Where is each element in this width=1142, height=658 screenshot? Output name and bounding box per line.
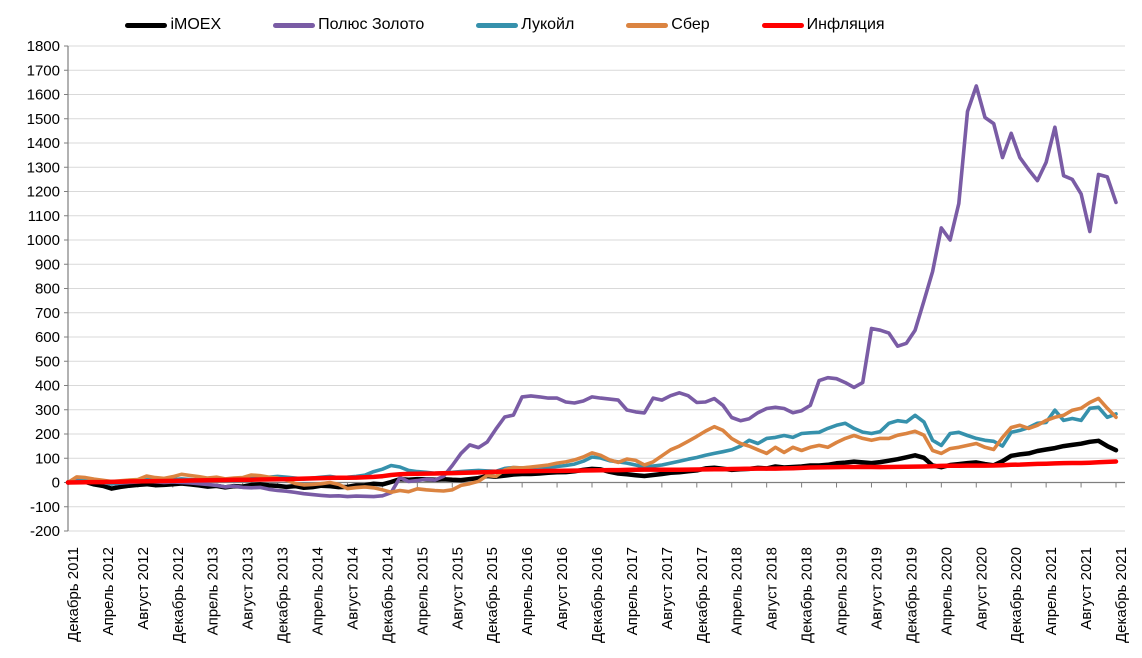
legend-label: Лукойл [521,16,575,33]
x-tick-label: Август 2018 [764,547,781,630]
x-tick-label: Декабрь 2019 [903,547,920,643]
x-tick-label: Декабрь 2018 [799,547,816,643]
y-tick-label: 1200 [27,184,60,201]
y-tick-label: 1700 [27,62,60,79]
legend-item-polyus: Полюс Золото [273,16,424,34]
x-tick-label: Декабрь 2013 [275,547,292,643]
legend-item-lukoil: Лукойл [476,16,574,34]
x-tick-label: Апрель 2018 [729,547,746,635]
x-tick-label: Август 2019 [868,547,885,630]
x-tick-label: Апрель 2017 [624,547,641,635]
x-tick-label: Август 2012 [135,547,152,630]
x-tick-label: Апрель 2020 [938,547,955,635]
series-line-inflation [65,459,1119,485]
x-tick-label: Август 2014 [344,547,361,630]
y-tick-label: 900 [35,256,60,273]
x-tick-label: Декабрь 2020 [1008,547,1025,643]
y-tick-label: 500 [35,353,60,370]
x-tick-label: Август 2020 [973,547,990,630]
y-tick-label: 1000 [27,232,60,249]
x-tick-label: Декабрь 2017 [694,547,711,643]
chart-legend: iMOEX Полюс Золото Лукойл Сбер Инфляция [0,16,1010,34]
legend-swatch [626,22,669,28]
x-tick-label: Декабрь 2011 [65,547,82,642]
y-tick-label: 0 [52,475,60,492]
x-tick-label: Апрель 2019 [834,547,851,635]
x-tick-label: Август 2013 [240,547,257,630]
y-tick-label: 100 [35,450,60,467]
x-tick-label: Апрель 2016 [519,547,536,635]
x-tick-label: Август 2017 [659,547,676,630]
x-tick-label: Декабрь 2015 [484,547,501,643]
x-tick-label: Апрель 2014 [310,547,327,635]
legend-item-sber: Сбер [626,16,710,34]
x-tick-label: Апрель 2013 [205,547,222,635]
x-tick-label: Апрель 2021 [1043,547,1060,635]
x-tick-label: Декабрь 2012 [170,547,187,643]
series-line-polyus [66,84,1118,499]
y-tick-label: 1400 [27,135,60,152]
legend-swatch [476,22,519,28]
x-tick-label: Декабрь 2021 [1113,547,1130,643]
y-tick-label: 1500 [27,111,60,128]
legend-label: Сбер [671,16,710,33]
y-tick-label: 400 [35,378,60,395]
legend-swatch [761,22,804,28]
y-tick-label: 1600 [27,87,60,104]
x-tick-label: Август 2021 [1078,547,1095,630]
y-tick-label: 800 [35,281,60,298]
legend-item-inflation: Инфляция [761,16,885,34]
x-tick-label: Апрель 2015 [414,547,431,635]
y-tick-label: 700 [35,305,60,322]
y-tick-label: 1800 [27,38,60,55]
x-tick-label: Декабрь 2014 [379,547,396,643]
legend-label: Инфляция [806,16,885,33]
legend-swatch [125,22,168,28]
y-tick-label: 1100 [28,208,60,225]
legend-label: Полюс Золото [318,16,425,33]
x-tick-label: Апрель 2012 [100,547,117,635]
x-tick-label: Август 2015 [449,547,466,630]
y-tick-label: 200 [35,426,60,443]
x-tick-label: Декабрь 2016 [589,547,606,643]
x-tick-label: Август 2016 [554,547,571,630]
y-tick-label: 300 [35,402,60,419]
y-tick-label: -200 [30,523,60,540]
legend-item-imoex: iMOEX [125,16,221,34]
y-tick-label: 1300 [27,159,60,176]
y-tick-label: 600 [35,329,60,346]
legend-swatch [273,22,316,28]
legend-label: iMOEX [170,16,222,33]
y-tick-label: -100 [30,499,60,516]
